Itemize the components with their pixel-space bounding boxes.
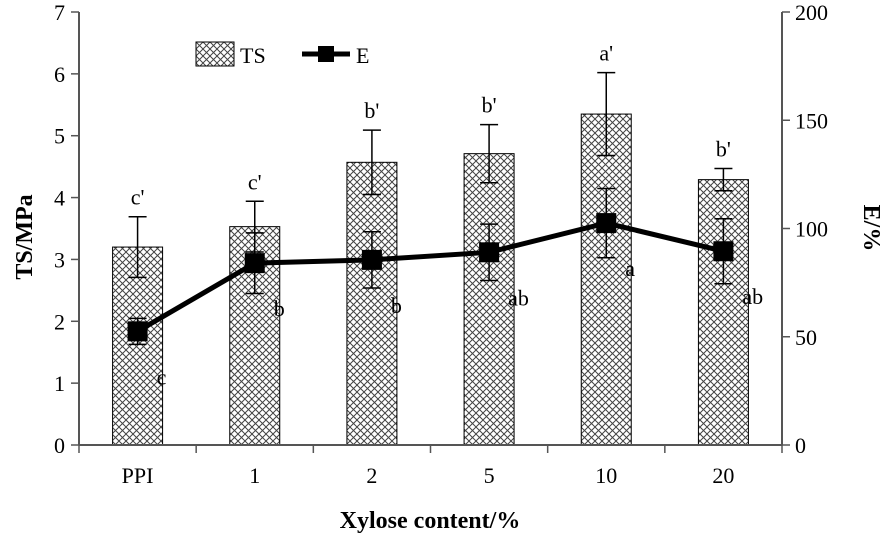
legend-ts-swatch (195, 41, 235, 67)
e-sig-label-3: ab (508, 285, 529, 310)
ts-error-bars (128, 71, 733, 279)
ts-sig-label-0: c' (131, 185, 145, 210)
e-marker-0 (127, 321, 148, 342)
left-tick-label-2: 2 (54, 309, 65, 334)
e-sig-label-1: b (274, 296, 285, 321)
right-y-axis-title: E/% (858, 205, 884, 252)
ts-significance-labels: c' c' b' b' a' b' (131, 41, 731, 210)
e-marker-3 (479, 242, 500, 263)
ts-bar-3 (463, 153, 515, 446)
legend-e-label: E (356, 43, 369, 68)
x-ticks: PPI 1 2 5 10 20 (78, 445, 783, 488)
legend-e-marker (318, 46, 334, 62)
x-tick-label-0: PPI (122, 463, 154, 488)
ts-bar-4 (580, 113, 632, 446)
left-tick-label-6: 6 (54, 62, 65, 87)
axes (78, 12, 783, 446)
x-tick-label-3: 5 (484, 463, 495, 488)
left-tick-label-1: 1 (54, 371, 65, 396)
left-y-axis-title: TS/MPa (12, 194, 38, 279)
right-y-ticks: 0 50 100 150 200 (782, 0, 828, 458)
e-markers (127, 213, 734, 342)
e-series-line (136, 220, 725, 334)
right-tick-label-1: 50 (795, 325, 817, 350)
ts-sig-label-2: b' (364, 98, 379, 123)
ts-sig-label-3: b' (482, 93, 497, 118)
legend-ts-label: TS (240, 43, 266, 68)
x-axis-title: Xylose content/% (340, 508, 521, 534)
ts-sig-label-5: b' (716, 136, 731, 161)
ts-sig-label-1: c' (248, 169, 262, 194)
left-y-ticks: 0 1 2 3 4 5 6 7 (54, 0, 79, 458)
left-tick-label-5: 5 (54, 124, 65, 149)
right-tick-label-2: 100 (795, 217, 828, 242)
e-marker-1 (244, 253, 265, 274)
ts-bar-0 (112, 246, 164, 446)
x-tick-label-5: 20 (712, 463, 734, 488)
x-tick-label-1: 1 (249, 463, 260, 488)
x-tick-label-4: 10 (595, 463, 617, 488)
e-marker-2 (361, 249, 382, 270)
e-sig-label-4: a (625, 256, 635, 281)
left-tick-label-0: 0 (54, 433, 65, 458)
ts-bars (112, 113, 749, 446)
e-sig-label-5: ab (742, 284, 763, 309)
ts-sig-label-4: a' (599, 41, 613, 66)
left-tick-label-3: 3 (54, 247, 65, 272)
left-tick-label-7: 7 (54, 0, 65, 25)
e-marker-5 (713, 241, 734, 262)
e-error-bars (128, 187, 733, 346)
e-marker-4 (596, 213, 617, 234)
e-sig-label-2: b (391, 293, 402, 318)
ts-bar-2 (346, 161, 398, 446)
legend: TS E (195, 41, 369, 68)
left-tick-label-4: 4 (54, 186, 65, 211)
e-sig-label-0: c (157, 364, 167, 389)
e-significance-labels: c b b ab a ab (157, 256, 764, 389)
right-tick-label-4: 200 (795, 0, 828, 25)
right-tick-label-0: 0 (795, 433, 806, 458)
right-tick-label-3: 150 (795, 108, 828, 133)
x-tick-label-2: 2 (366, 463, 377, 488)
